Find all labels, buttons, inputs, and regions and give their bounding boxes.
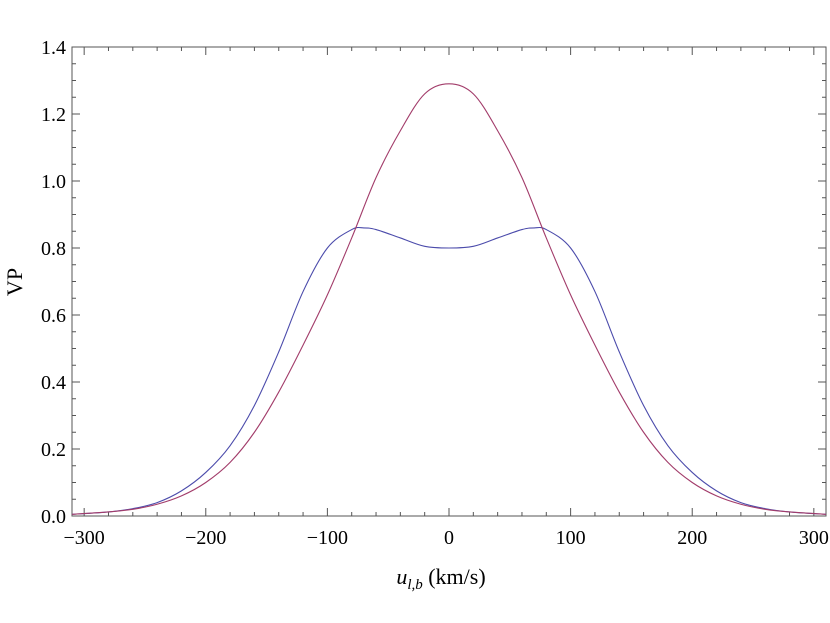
x-tick-label: −100 — [307, 527, 348, 549]
plot-frame — [71, 46, 827, 517]
y-tick-label: 0.2 — [41, 439, 66, 461]
y-tick-label: 1.2 — [41, 104, 66, 126]
y-tick-label: 0.0 — [41, 506, 66, 528]
series-line-1 — [71, 226, 827, 515]
x-tick-label: 200 — [677, 527, 707, 549]
y-tick-label: 0.4 — [41, 372, 66, 394]
x-tick-label: 300 — [799, 527, 829, 549]
x-tick-label: 0 — [444, 527, 454, 549]
y-tick-label: 0.8 — [41, 238, 66, 260]
x-axis-title: ul,b (km/s) — [396, 564, 485, 593]
x-tick-label: −300 — [64, 527, 105, 549]
y-tick-label: 1.4 — [41, 37, 66, 59]
x-tick-label: −200 — [185, 527, 226, 549]
x-tick-label: 100 — [556, 527, 586, 549]
y-tick-label: 0.6 — [41, 305, 66, 327]
y-tick-label: 1.0 — [41, 171, 66, 193]
series-line-2 — [71, 83, 827, 515]
series-group — [71, 83, 827, 515]
axis-ticks — [72, 46, 826, 517]
y-axis-title: VP — [2, 268, 27, 296]
tick-labels: −300 −200 −100 0 100 200 300 0.0 0.2 0.4 0.6 0.8 1.0… — [41, 37, 829, 549]
